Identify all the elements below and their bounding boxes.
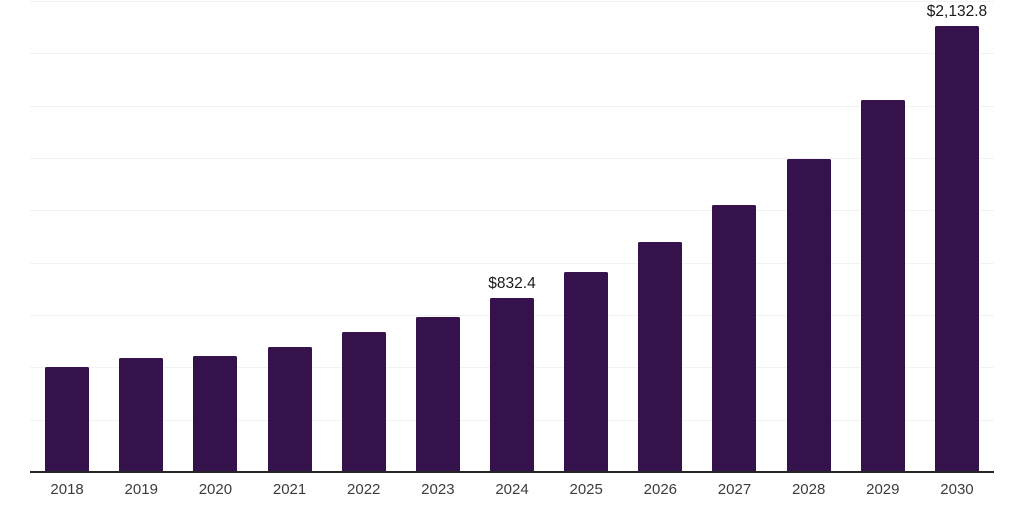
bar-2019 (119, 358, 164, 472)
bar-2027 (712, 204, 757, 472)
bar-2020 (193, 355, 238, 472)
bar-2023 (415, 316, 460, 472)
gridline (30, 1, 994, 2)
x-tick-label-2026: 2026 (643, 481, 678, 498)
x-tick-label-2024: 2024 (495, 481, 529, 498)
bar-slot-2029 (846, 1, 920, 472)
gridline (30, 210, 994, 212)
bar-slot-2026 (623, 1, 697, 472)
bar-slot-2030: $2,132.8 (920, 1, 994, 472)
x-tick-label-2028: 2028 (791, 481, 826, 498)
x-tick-label-2020: 2020 (198, 481, 233, 498)
bar-slot-2025 (549, 1, 623, 472)
bar-2021 (267, 346, 312, 472)
bar-2022 (341, 332, 386, 472)
x-tick-label-2019: 2019 (124, 481, 158, 498)
x-axis-line (30, 471, 994, 473)
bar-2025 (564, 272, 609, 472)
x-tick-label-2025: 2025 (569, 481, 603, 498)
bar-slot-2024: $832.4 (475, 1, 549, 472)
bar-slot-2028 (772, 1, 846, 472)
bar-slot-2018 (30, 1, 104, 472)
x-tick-label-2021: 2021 (272, 481, 307, 498)
x-tick-label-2030: 2030 (940, 481, 974, 498)
bar-value-label-2030: $2,132.8 (926, 2, 988, 20)
bar-2026 (638, 242, 683, 472)
bar-slot-2019 (104, 1, 178, 472)
bar-2029 (860, 100, 905, 472)
gridline (30, 53, 994, 55)
gridline (30, 262, 994, 264)
x-tick-label-2018: 2018 (50, 481, 84, 498)
bar-slot-2023 (401, 1, 475, 472)
bar-slot-2022 (327, 1, 401, 472)
x-tick-label-2023: 2023 (421, 481, 455, 498)
bar-2030 (934, 25, 979, 472)
bar-series: $832.4 $2,132.8 (30, 1, 994, 472)
bar-slot-2020 (178, 1, 252, 472)
gridline (30, 157, 994, 159)
bar-2028 (786, 158, 831, 472)
bar-value-label-2024: $832.4 (488, 274, 536, 292)
gridline (30, 105, 994, 107)
bar-slot-2027 (697, 1, 771, 472)
x-tick-label-2022: 2022 (347, 481, 381, 498)
plot-area: $832.4 $2,132.8 (30, 1, 994, 473)
bar-slot-2021 (252, 1, 326, 472)
bar-2024 (490, 297, 535, 472)
x-tick-label-2029: 2029 (866, 481, 900, 498)
bar-2018 (45, 366, 90, 472)
x-axis-tick-labels: 2018 2019 2020 2021 2022 2023 2024 2025 2026 2027… (30, 472, 994, 512)
x-tick-label-2027: 2027 (717, 481, 752, 498)
